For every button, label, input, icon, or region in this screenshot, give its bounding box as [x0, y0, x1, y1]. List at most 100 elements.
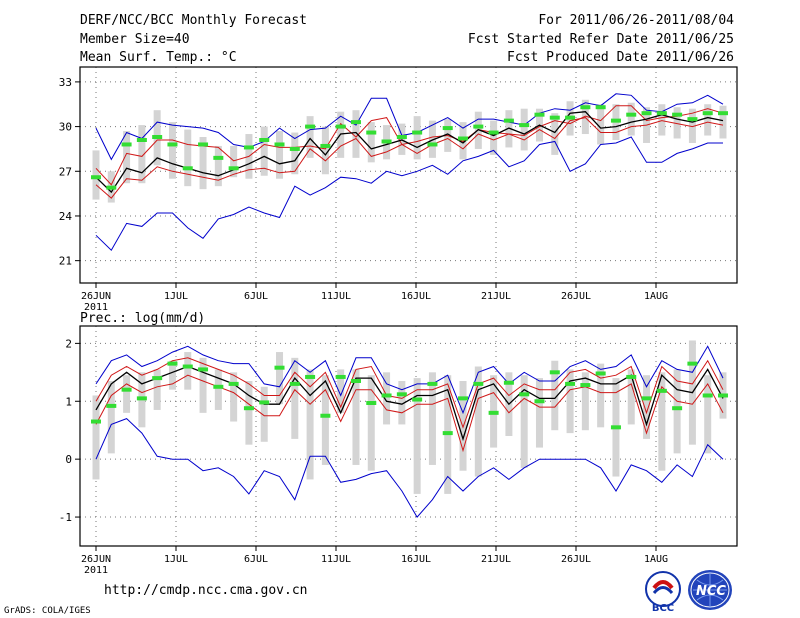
median-marker [350, 379, 361, 383]
spread-box [428, 120, 436, 158]
x-tick-label: 1AUG [644, 554, 668, 565]
spread-box [230, 145, 238, 178]
spread-box [92, 395, 100, 480]
spread-box [276, 352, 284, 405]
spread-box [474, 366, 482, 477]
spread-box [704, 375, 712, 454]
spread-box [658, 372, 666, 471]
panel-precipitation: -1 0 1 2 26JUN 1JUL 6JUL 11JUL 16JUL 21JUL 26JUL 1A… [59, 311, 738, 576]
median-marker [228, 381, 239, 386]
bcc-logo-text: BCC [652, 603, 674, 614]
spread-box [719, 105, 727, 139]
spread-box [673, 107, 681, 139]
panel-temperature: 21 24 27 30 33 26JUN 1JUL 6JUL 11JUL 16JUL 21JUL 26… [59, 66, 738, 313]
year-label: 2011 [84, 302, 108, 313]
median-marker [702, 111, 713, 116]
spread-box [214, 145, 222, 187]
spread-box [398, 381, 406, 425]
spread-box [490, 120, 498, 155]
median-marker [565, 381, 576, 386]
median-marker [305, 374, 316, 379]
median-marker [213, 384, 224, 389]
series-line-lower [95, 117, 724, 199]
median-marker [121, 387, 132, 392]
spread-box [199, 357, 207, 413]
spread-box [413, 116, 421, 160]
median-marker [243, 145, 254, 150]
x-tick-label: 16JUL [401, 291, 431, 302]
median-marker [610, 425, 621, 430]
y-tick-label: 27 [59, 165, 72, 178]
spread-box [184, 129, 192, 187]
median-marker [641, 396, 652, 401]
median-marker [152, 376, 163, 381]
spread-box [138, 125, 146, 184]
spread-box [520, 108, 528, 151]
spread-box [214, 369, 222, 410]
median-marker [672, 406, 683, 411]
y-tick-label: -1 [59, 511, 72, 524]
median-marker [182, 166, 193, 171]
median-marker [213, 155, 224, 160]
spread-box [367, 375, 375, 471]
median-marker [320, 413, 331, 418]
spread-box [321, 375, 329, 465]
x-tick-label: 21JUL [481, 554, 511, 565]
start-date: Fcst Started Refer Date 2011/06/25 [467, 32, 734, 47]
median-marker [106, 185, 117, 190]
spread-box [168, 122, 176, 179]
series-line-lower [95, 374, 724, 453]
source-url[interactable]: http://cmdp.ncc.cma.gov.cn [104, 583, 308, 598]
x-tick-label: 26JUN [81, 291, 111, 302]
spread-box [291, 357, 299, 439]
spread-box [199, 137, 207, 190]
median-marker [412, 397, 423, 402]
median-marker [320, 143, 331, 148]
median-marker [718, 111, 728, 116]
median-marker [565, 115, 576, 120]
variable-label: Mean Surf. Temp.: °C [80, 50, 237, 65]
median-marker [672, 112, 683, 117]
spread-box [337, 369, 345, 413]
median-marker [610, 118, 621, 123]
spread-box [260, 126, 268, 176]
median-marker [519, 392, 530, 397]
spread-box [428, 372, 436, 465]
median-marker [228, 166, 239, 171]
spread-box [230, 372, 238, 422]
x-tick-label: 1JUL [164, 554, 188, 565]
median-marker [243, 406, 254, 411]
median-marker [641, 111, 652, 116]
median-marker [458, 136, 469, 141]
spread-box [306, 369, 314, 480]
year-label: 2011 [84, 565, 108, 576]
y-tick-label: 24 [59, 210, 73, 223]
median-marker [473, 381, 484, 386]
spread-box [306, 116, 314, 158]
spread-box [535, 378, 543, 448]
median-marker [198, 142, 209, 147]
median-marker [259, 400, 270, 405]
median-marker [549, 370, 560, 375]
spread-box [245, 381, 253, 445]
spread-box [352, 110, 360, 158]
x-tick-label: 26JUL [561, 291, 591, 302]
median-marker [473, 124, 484, 129]
x-tick-label: 1AUG [644, 291, 668, 302]
spread-box [123, 131, 131, 184]
median-marker [289, 381, 300, 386]
spread-box [153, 369, 161, 410]
median-marker [427, 142, 438, 147]
series-line-min [95, 418, 724, 518]
median-marker [718, 393, 728, 398]
median-marker [488, 410, 499, 415]
median-marker [442, 431, 453, 436]
median-marker [335, 374, 346, 379]
median-marker [534, 112, 545, 117]
median-marker [350, 120, 361, 125]
series-line-mean [95, 111, 724, 194]
median-marker [595, 371, 606, 376]
median-marker [366, 130, 377, 135]
x-tick-label: 11JUL [321, 291, 351, 302]
spread-box [520, 375, 528, 468]
